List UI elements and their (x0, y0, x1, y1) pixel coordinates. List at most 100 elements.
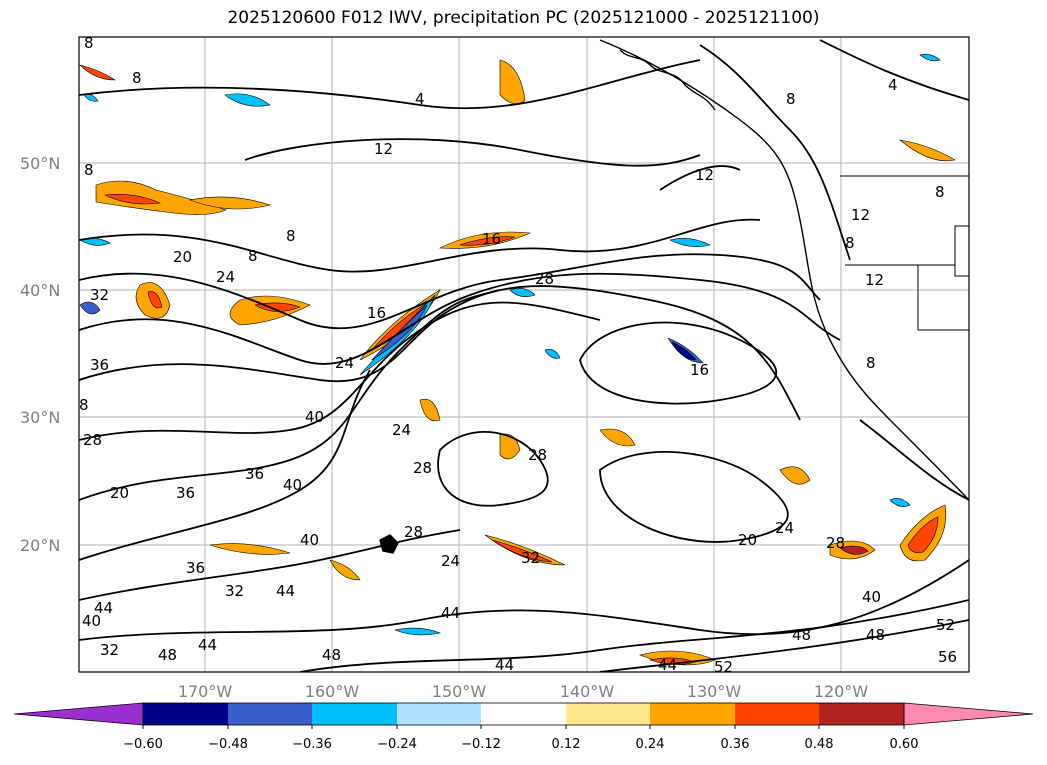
contour-label: 24 (335, 354, 354, 372)
colorbar-segment (13, 702, 144, 726)
contour-label: 28 (535, 270, 554, 288)
lon-label-170w: 170°W (178, 682, 233, 701)
lon-label-120w: 120°W (814, 682, 869, 701)
contour-label: 8 (845, 234, 855, 252)
lon-label-160w: 160°W (305, 682, 360, 701)
latitude-labels: 50°N 40°N 30°N 20°N (20, 154, 60, 555)
lon-label-130w: 130°W (687, 682, 742, 701)
contour-label: 40 (300, 531, 319, 549)
lat-label-40n: 40°N (20, 281, 60, 300)
contour-label: 8 (84, 34, 94, 52)
contour-label: 44 (495, 656, 514, 674)
colorbar: −0.60 −0.48 −0.36 −0.24 −0.12 0.12 0.24 … (13, 702, 1034, 752)
colorbar-tick-label: −0.36 (292, 737, 332, 752)
colorbar-tick-label: −0.60 (123, 737, 163, 752)
colorbar-segment (819, 703, 904, 725)
contour-label: 28 (826, 534, 845, 552)
contour-label: 36 (245, 465, 264, 483)
colorbar-tick-label: 0.36 (721, 737, 750, 752)
contour-label: 44 (94, 599, 113, 617)
contour-label: 48 (866, 626, 885, 644)
contour-label: 28 (413, 459, 432, 477)
lat-label-50n: 50°N (20, 154, 60, 173)
contour-label: 8 (79, 396, 89, 414)
contour-label: 12 (865, 271, 884, 289)
contour-label: 40 (305, 408, 324, 426)
contour-label: 40 (862, 588, 881, 606)
contour-label: 48 (792, 626, 811, 644)
colorbar-tick-label: 0.60 (890, 737, 919, 752)
contour-label: 28 (404, 523, 423, 541)
lat-label-30n: 30°N (20, 408, 60, 427)
contour-label: 20 (110, 484, 129, 502)
colorbar-tick-label: 0.48 (805, 737, 834, 752)
contour-label: 40 (283, 476, 302, 494)
contour-label: 56 (938, 648, 957, 666)
gridlines (79, 37, 969, 672)
contour-label: 40 (82, 612, 101, 630)
contour-label: 16 (482, 230, 501, 248)
colorbar-tick-label: 0.24 (636, 737, 665, 752)
contour-labels: 8 4 4 12 8 8 20 24 16 16 28 24 16 40 24 … (79, 34, 957, 676)
colorbar-segment (312, 703, 397, 725)
contour-label: 12 (851, 206, 870, 224)
contour-label: 24 (392, 421, 411, 439)
contour-label: 20 (173, 248, 192, 266)
colorbar-tick-label: −0.48 (208, 737, 248, 752)
contour-label: 44 (198, 636, 217, 654)
contour-label: 52 (714, 658, 733, 676)
colorbar-segment (481, 703, 566, 725)
contour-label: 4 (415, 90, 425, 108)
colorbar-segment (903, 702, 1034, 726)
contour-label: 52 (936, 616, 955, 634)
contour-label: 36 (90, 356, 109, 374)
contour-label: 32 (90, 286, 109, 304)
contour-label: 12 (695, 166, 714, 184)
contour-label: 8 (132, 69, 142, 87)
colorbar-tick-label: 0.12 (552, 737, 581, 752)
contour-label: 32 (521, 549, 540, 567)
contour-label: 16 (367, 304, 386, 322)
contour-label: 48 (158, 646, 177, 664)
contour-label: 32 (100, 641, 119, 659)
contour-label: 16 (690, 361, 709, 379)
contour-label: 28 (528, 446, 547, 464)
contour-label: 8 (84, 161, 94, 179)
colorbar-segment (566, 703, 650, 725)
colorbar-segment (228, 703, 312, 725)
contour-label: 44 (276, 582, 295, 600)
iwv-contours (79, 39, 969, 672)
colorbar-segment (143, 703, 228, 725)
contour-label: 24 (441, 552, 460, 570)
plot-area (79, 37, 969, 672)
plot-frame (78, 36, 970, 673)
contour-label: 24 (216, 268, 235, 286)
colorbar-ticks (142, 725, 905, 729)
lat-label-20n: 20°N (20, 536, 60, 555)
contour-label: 8 (866, 354, 876, 372)
state-borders (840, 175, 969, 331)
contour-label: 48 (322, 646, 341, 664)
contour-label: 28 (83, 431, 102, 449)
contour-label: 44 (658, 656, 677, 674)
coastline (379, 39, 969, 554)
colorbar-segment (650, 703, 735, 725)
contour-label: 44 (441, 604, 460, 622)
colorbar-tick-label: −0.24 (377, 737, 417, 752)
colorbar-tick-label: −0.12 (461, 737, 501, 752)
precip-positive-patches (79, 59, 956, 666)
contour-label: 8 (248, 247, 258, 265)
map-title: 2025120600 F012 IWV, precipitation PC (2… (227, 8, 820, 28)
contour-label: 8 (286, 227, 296, 245)
contour-label: 36 (186, 559, 205, 577)
lon-label-150w: 150°W (432, 682, 487, 701)
contour-label: 20 (738, 531, 757, 549)
colorbar-segment (397, 703, 481, 725)
contour-label: 4 (888, 76, 898, 94)
contour-label: 8 (935, 183, 945, 201)
contour-label: 24 (775, 519, 794, 537)
contour-label: 8 (786, 90, 796, 108)
lon-label-140w: 140°W (560, 682, 615, 701)
contour-label: 36 (176, 484, 195, 502)
